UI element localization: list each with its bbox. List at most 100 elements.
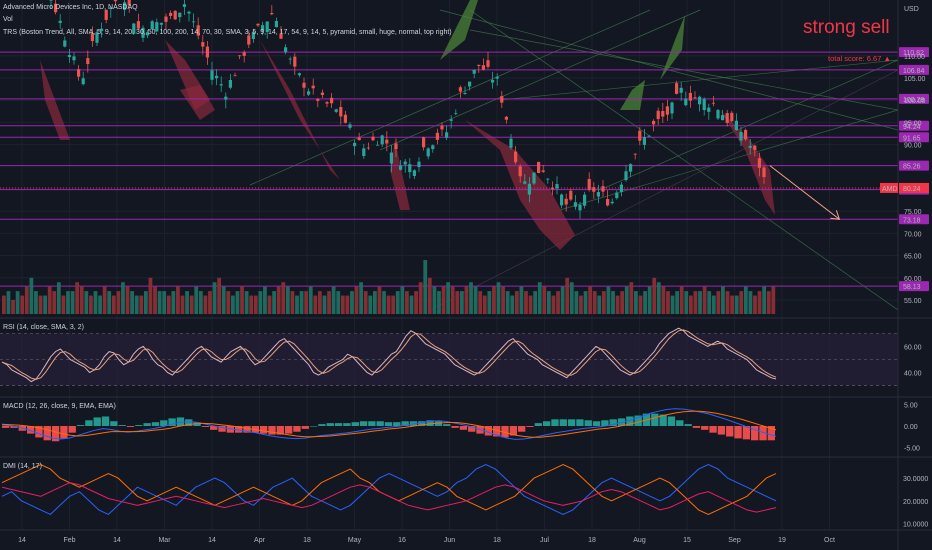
symbol-legend[interactable]: Advanced Micro Devices Inc, 1D, NASDAQ (3, 4, 138, 11)
price-tick-label: 55.00 (904, 298, 922, 305)
volume-bar (75, 282, 80, 314)
macd-histogram-bar (260, 426, 268, 434)
volume-bar (377, 286, 382, 314)
price-candle (233, 75, 237, 77)
volume-bar (611, 291, 615, 314)
macd-legend[interactable]: MACD (12, 26, close, 9, EMA, EMA) (3, 403, 116, 410)
adx-line (1, 482, 777, 513)
price-candle (325, 102, 329, 104)
trend-line[interactable] (249, 9, 651, 186)
volume-bar (647, 286, 652, 314)
volume-bar (693, 291, 698, 314)
volume-bar (514, 291, 519, 314)
dmi-legend[interactable]: DMI (14, 17) (3, 463, 42, 470)
dmi-tick-label: 30.0000 (903, 476, 928, 483)
price-candle (518, 166, 522, 177)
price-candle (169, 12, 173, 16)
price-candle (58, 20, 62, 23)
price-candle (366, 147, 370, 149)
volume-bar (473, 286, 478, 314)
price-candle (307, 91, 311, 95)
macd-histogram-bar (426, 420, 434, 426)
price-level-tag (899, 47, 929, 58)
price-candle (173, 10, 177, 20)
trend-line[interactable] (379, 9, 701, 151)
macd-tick-label: 0.00 (904, 424, 918, 431)
trend-line[interactable] (599, 59, 899, 191)
macd-histogram-bar (2, 426, 10, 428)
trs-indicator-legend[interactable]: TRS (Boston Trend, All, SMA, 5, 9, 14, 2… (3, 29, 452, 36)
volume-bar (66, 291, 70, 314)
macd-histogram-bar (401, 421, 409, 426)
macd-histogram-bar (742, 426, 751, 440)
volume-bar (194, 286, 199, 314)
price-candle (477, 64, 481, 66)
rsi-legend[interactable]: RSI (14, close, SMA, 3, 2) (3, 324, 84, 331)
macd-histogram-bar (76, 425, 85, 426)
price-level-tag (899, 64, 929, 75)
volume-bar (629, 282, 634, 314)
rsi-pane[interactable] (0, 327, 898, 386)
time-axis[interactable]: 14 Feb 14 Mar 14 Apr 18 May 16 Jun 18 Jul 18 Aug 15 Sep… (18, 537, 835, 544)
trend-ribbon-band (440, 0, 478, 60)
last-price-tag (899, 182, 929, 193)
volume-bar (739, 291, 744, 314)
volume-bar (702, 286, 707, 314)
volume-bar (52, 291, 57, 314)
price-candle (472, 69, 476, 74)
time-tick-label: 19 (778, 537, 786, 544)
volume-bar (372, 291, 377, 314)
volume-bar (405, 291, 409, 314)
volume-bar (208, 291, 212, 314)
price-candle (288, 58, 292, 60)
price-candle (661, 110, 665, 117)
trend-line[interactable] (469, 9, 899, 311)
price-candle (155, 22, 159, 32)
trend-line[interactable] (499, 59, 899, 101)
price-tick-label: 90.00 (904, 143, 922, 150)
price-candle (109, 7, 113, 9)
price-axis[interactable]: 110.82106.84100.2994.2491.6585.2679.8773… (880, 47, 929, 528)
volume-bar (148, 277, 153, 314)
volume-bar (606, 286, 611, 314)
macd-histogram-bar (692, 426, 701, 428)
volume-bar (217, 277, 222, 314)
price-candle (63, 40, 67, 47)
volume-bar (478, 291, 483, 314)
macd-histogram-bar (235, 426, 243, 433)
price-candle (201, 42, 205, 47)
volume-bar (240, 286, 244, 314)
volume-bar (427, 277, 432, 314)
volume-bar (313, 295, 318, 314)
volume-bar (492, 286, 496, 314)
price-candle (348, 124, 352, 128)
price-candle (610, 201, 614, 204)
price-candle (652, 120, 656, 125)
macd-histogram-bar (676, 420, 684, 426)
dmi-pane[interactable] (1, 463, 777, 515)
macd-pane[interactable] (1, 408, 777, 442)
macd-histogram-bar (60, 426, 68, 439)
dmi-tick-label: 20.0000 (903, 499, 928, 506)
volume-bar (203, 295, 208, 314)
total-score-text: total score: 6.67 ▲ (828, 54, 891, 63)
time-tick-label: Oct (824, 537, 835, 544)
macd-histogram-bar (592, 421, 601, 426)
vol-legend[interactable]: Vol (3, 16, 13, 23)
price-level-tag (899, 93, 929, 104)
price-candle (596, 192, 600, 197)
price-tick-label: 110.00 (904, 54, 925, 61)
volume-bar (528, 295, 533, 314)
volume-bar (15, 291, 20, 314)
volume-bar (588, 286, 593, 314)
price-level-tag (899, 132, 929, 143)
macd-histogram-bar (626, 416, 634, 426)
projection-line[interactable] (769, 165, 840, 220)
time-tick-label: Aug (633, 537, 646, 544)
price-candle (417, 161, 421, 168)
price-candle (242, 52, 246, 56)
macd-histogram-bar (26, 426, 35, 434)
price-candle (725, 113, 729, 123)
volume-bar (766, 291, 771, 314)
